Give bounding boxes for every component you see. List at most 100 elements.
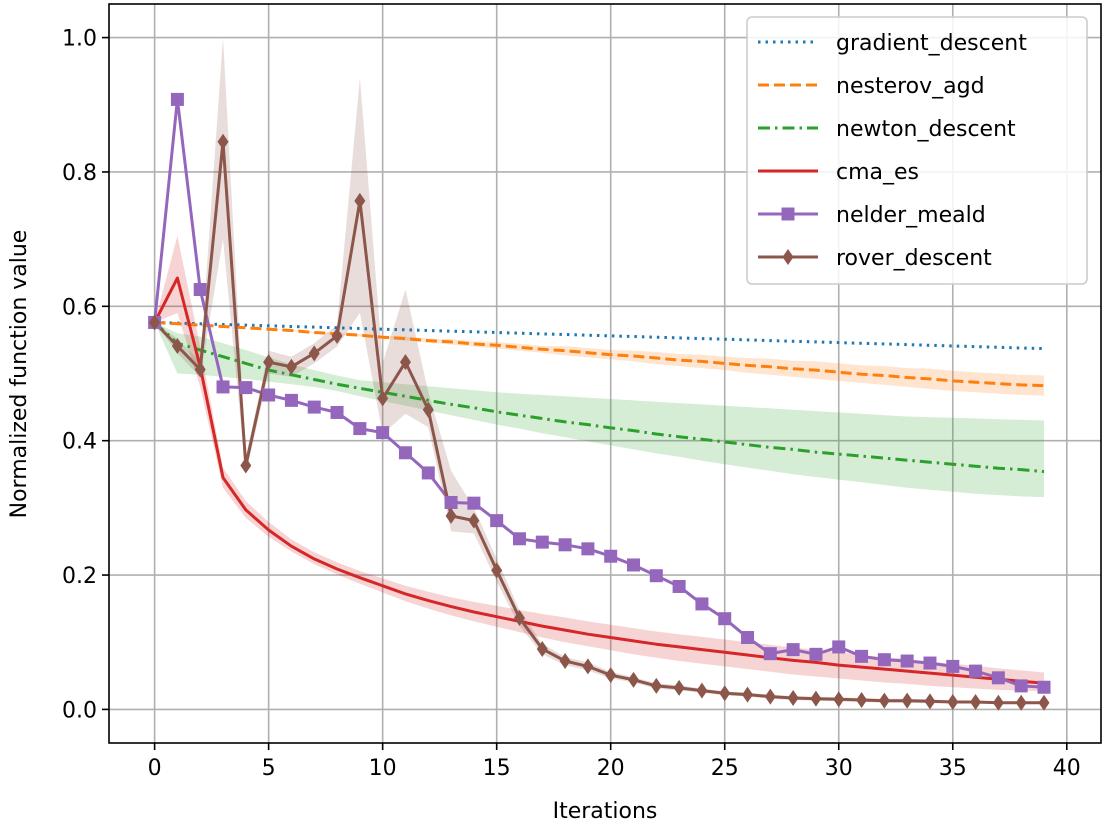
y-axis-ticks: 0.0 0.2 0.4 0.6 0.8 1.0 (62, 27, 109, 723)
nelder_meald-point (741, 631, 755, 645)
rover_descent-point (970, 694, 982, 711)
rover_descent-point (422, 401, 434, 418)
legend-marker-rover_descent (782, 249, 794, 265)
nelder_meald-point (307, 400, 321, 414)
y-tick-label: 0.6 (62, 295, 97, 320)
legend-label-gradient_descent: gradient_descent (836, 31, 1027, 56)
nelder_meald-point (900, 654, 914, 668)
rover_descent-point (240, 457, 252, 474)
x-axis-ticks: 0 5 10 15 20 25 30 35 40 (148, 743, 1081, 781)
rover_descent-point (673, 679, 685, 696)
x-tick-label: 20 (597, 756, 625, 781)
nelder_meald-point (649, 569, 663, 583)
nelder_meald-point (535, 535, 549, 549)
rover_descent-point (1015, 694, 1027, 711)
rover_descent-point (331, 327, 343, 344)
x-tick-label: 0 (148, 756, 162, 781)
nelder_meald-point (353, 422, 367, 436)
nelder_meald-point (1014, 679, 1028, 693)
nelder_meald-point (763, 647, 777, 661)
plot-frame (108, 3, 1102, 744)
nelder_meald-point (421, 466, 435, 480)
y-tick-label: 0.8 (62, 161, 97, 186)
nesterov_agd-line (154, 320, 1045, 388)
nelder_meald-point (330, 405, 344, 419)
nelder_meald-point (170, 92, 184, 106)
y-axis-label: Normalized function value (7, 230, 32, 519)
nelder_meald-point (672, 579, 686, 593)
nelder_meald-point (581, 542, 595, 556)
rover_descent-point (901, 692, 913, 709)
rover_descent-point (399, 354, 411, 371)
nelder_meald-point (558, 538, 572, 552)
x-tick-label: 30 (825, 756, 853, 781)
rover_descent-point (308, 345, 320, 362)
nelder_meald-point (284, 393, 298, 407)
nelder_meald-point (991, 671, 1005, 685)
x-tick-label: 15 (483, 756, 511, 781)
y-tick-label: 1.0 (62, 27, 97, 52)
nelder_meald-point (193, 283, 207, 297)
x-axis-label: Iterations (553, 799, 658, 824)
x-tick-label: 5 (262, 756, 276, 781)
rover_descent-point (696, 682, 708, 699)
nelder_meald-point (398, 446, 412, 460)
nelder_meald-point (627, 558, 641, 572)
nelder_meald-point (786, 643, 800, 657)
x-tick-label: 35 (939, 756, 967, 781)
x-tick-label: 25 (711, 756, 739, 781)
nelder_meald-point (923, 656, 937, 670)
nelder_meald-point (467, 496, 481, 510)
x-tick-label: 10 (369, 756, 397, 781)
rover_descent-point (445, 507, 457, 524)
legend-label-nelder_meald: nelder_meald (836, 203, 986, 228)
rover_descent-point (171, 337, 183, 354)
rover_descent-point (513, 610, 525, 627)
rover_descent-point (650, 677, 662, 694)
rover_descent-point (263, 354, 275, 371)
rover_descent-line (153, 140, 1044, 705)
rover_descent-point (559, 653, 571, 670)
nelder_meald-point (512, 532, 526, 546)
rover_descent-point (217, 133, 229, 150)
cma_es-line (153, 276, 1045, 685)
nelder_meald-point (969, 664, 983, 678)
nelder_meald-point (490, 514, 504, 528)
rover_descent-point (628, 671, 640, 688)
nelder_meald-point (216, 380, 230, 394)
gradient_descent-line (154, 320, 1045, 351)
rover_descent-point (536, 640, 548, 657)
legend-marker-nelder_meald (781, 207, 795, 221)
rover_descent-point (787, 689, 799, 706)
series-lines (153, 97, 1045, 705)
rover_descent-point (1038, 694, 1050, 711)
nelder_meald-point (604, 549, 618, 563)
rover_descent-point (582, 658, 594, 675)
newton_descent-band (154, 322, 1045, 498)
rover_descent-point (285, 358, 297, 375)
legend-label-nesterov_agd: nesterov_agd (836, 74, 985, 99)
rover_descent-point (742, 686, 754, 703)
legend-label-newton_descent: newton_descent (836, 117, 1016, 142)
rover_descent-point (354, 192, 366, 209)
nelder_meald-point (877, 653, 891, 667)
legend-box (746, 16, 1088, 285)
confidence-bands (154, 37, 1045, 705)
nelder_meald-point (946, 659, 960, 673)
rover_descent-point (491, 562, 503, 579)
rover_descent-point (719, 685, 731, 702)
rover_descent-point (764, 688, 776, 705)
rover_descent-point (377, 390, 389, 407)
y-tick-label: 0.0 (62, 698, 97, 723)
rover_descent-point (856, 692, 868, 709)
nelder_meald-point (262, 388, 276, 402)
rover_descent-point (605, 667, 617, 684)
nelder_meald-point (695, 597, 709, 611)
nelder_meald-point (239, 381, 253, 395)
legend-label-rover_descent: rover_descent (836, 246, 992, 271)
legend: gradient_descent nesterov_agd newton_desce… (746, 16, 1088, 285)
nelder_meald-point (376, 426, 390, 440)
nesterov_agd-band (154, 322, 1045, 396)
series-markers (148, 92, 1051, 711)
